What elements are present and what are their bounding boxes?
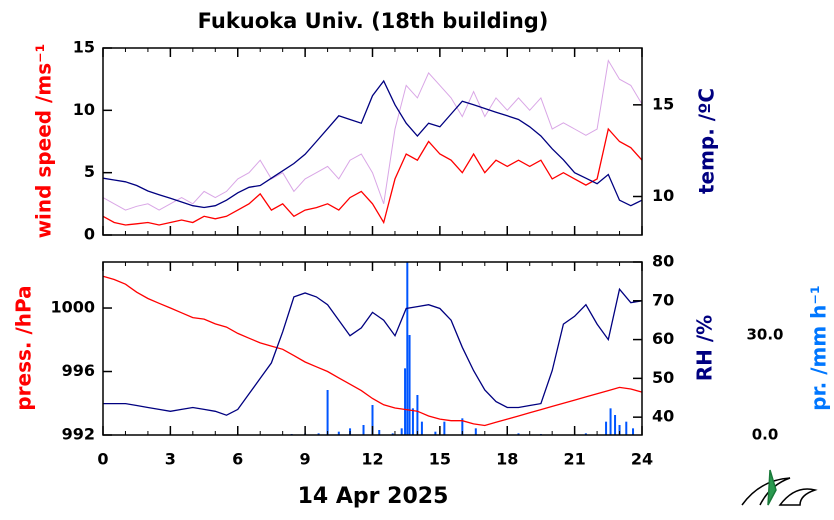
precip-bar — [406, 262, 409, 435]
precip-bar — [408, 335, 411, 435]
chart-title: Fukuoka Univ. (18th building) — [198, 9, 549, 33]
precip-bar — [474, 428, 477, 435]
x-tick-label: 12 — [361, 450, 383, 469]
y3-axis-label: pr. /mm h⁻¹ — [807, 285, 831, 410]
y-tick-label: 996 — [62, 361, 95, 380]
precip-bar — [605, 421, 608, 435]
y-tick-label: 992 — [62, 425, 95, 444]
data-line — [102, 79, 643, 209]
y-axis-label: wind speed /ms⁻¹ — [32, 44, 56, 239]
y2-tick-label: 40 — [652, 407, 674, 426]
data-line — [102, 127, 643, 226]
data-line — [103, 287, 643, 416]
precip-bar — [371, 405, 374, 435]
data-line — [102, 59, 643, 211]
y3-tick-label: 30.0 — [746, 326, 783, 344]
precip-bar — [400, 428, 403, 435]
precip-bar — [404, 368, 407, 435]
precip-bar — [618, 425, 621, 435]
y-tick-label: 10 — [73, 100, 95, 119]
x-tick-label: 18 — [496, 450, 518, 469]
x-tick-label: 24 — [631, 450, 653, 469]
x-tick-label: 6 — [232, 450, 243, 469]
precip-bar — [420, 421, 423, 435]
precip-bar — [625, 421, 628, 435]
x-tick-label: 0 — [97, 450, 108, 469]
precip-bar — [434, 431, 437, 435]
y2-tick-label: 50 — [652, 368, 674, 387]
y2-tick-label: 80 — [652, 252, 674, 271]
x-tick-label: 9 — [300, 450, 311, 469]
y2-tick-label: 70 — [652, 290, 674, 309]
precip-bar — [461, 418, 464, 435]
y-tick-label: 15 — [73, 38, 95, 57]
y2-tick-label: 60 — [652, 329, 674, 348]
precip-bar — [337, 431, 340, 435]
x-axis-label: 14 Apr 2025 — [298, 484, 449, 509]
precip-bar — [378, 430, 381, 435]
y-axis-label: press. /hPa — [12, 285, 36, 410]
precip-bar — [362, 425, 365, 435]
precip-bar — [391, 433, 394, 435]
x-tick-label: 3 — [165, 450, 176, 469]
y3-tick-label: 0.0 — [752, 426, 779, 444]
y-tick-label: 1000 — [50, 298, 95, 317]
precip-bar — [517, 433, 520, 435]
logo — [741, 469, 818, 506]
precip-bar — [632, 428, 635, 435]
precip-bar — [326, 390, 329, 435]
precip-bar — [443, 421, 446, 435]
y2-tick-label: 10 — [652, 186, 674, 205]
y2-tick-label: 15 — [652, 94, 674, 113]
precip-bar — [584, 433, 587, 435]
y2-axis-label: RH /% — [693, 315, 717, 381]
precip-bar — [609, 408, 612, 435]
y2-axis-label: temp. /ºC — [695, 88, 719, 194]
precip-bar — [416, 395, 419, 435]
x-tick-label: 15 — [429, 450, 451, 469]
precip-bar — [317, 433, 320, 435]
precip-bar — [614, 415, 617, 435]
y-tick-label: 0 — [84, 225, 95, 244]
x-tick-label: 21 — [563, 450, 585, 469]
precip-bar — [411, 408, 414, 435]
data-line — [102, 275, 643, 427]
y-tick-label: 5 — [84, 162, 95, 181]
